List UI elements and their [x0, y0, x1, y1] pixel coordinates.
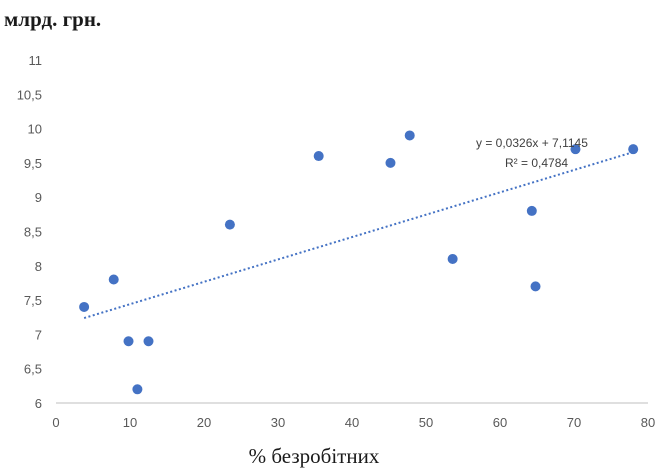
x-axis-title: % безробітних	[249, 444, 380, 468]
y-axis-title: млрд. грн.	[4, 7, 101, 31]
data-point	[530, 281, 541, 292]
y-tick-label: 7	[35, 327, 42, 342]
x-tick-label: 10	[123, 415, 137, 430]
y-tick-label: 9	[35, 190, 42, 205]
data-points	[79, 130, 639, 395]
data-point	[108, 274, 119, 285]
data-point	[385, 157, 396, 168]
y-tick-label: 6,5	[24, 362, 42, 377]
y-tick-label: 8,5	[24, 225, 42, 240]
y-tick-label: 7,5	[24, 293, 42, 308]
x-tick-label: 20	[197, 415, 211, 430]
x-tick-label: 40	[345, 415, 359, 430]
data-point	[628, 144, 639, 155]
x-axis-ticks: 0 10 20 30 40 50 60 70 80	[52, 415, 655, 430]
x-tick-label: 50	[419, 415, 433, 430]
y-tick-label: 9,5	[24, 156, 42, 171]
x-tick-label: 0	[52, 415, 59, 430]
x-tick-label: 60	[493, 415, 507, 430]
y-tick-label: 11	[29, 53, 43, 68]
data-point	[123, 336, 134, 347]
data-point	[132, 384, 143, 395]
x-tick-label: 80	[641, 415, 655, 430]
data-point	[570, 144, 581, 155]
data-point	[313, 151, 324, 162]
trendline-equation: y = 0,0326x + 7,1145	[476, 136, 588, 150]
trendline-r-squared: R² = 0,4784	[505, 156, 568, 170]
trendline	[83, 151, 634, 320]
y-tick-label: 10	[28, 122, 42, 137]
data-point	[404, 130, 415, 141]
x-tick-label: 30	[271, 415, 285, 430]
data-point	[526, 205, 537, 216]
y-tick-label: 6	[35, 396, 42, 411]
y-axis-ticks: 6 6,5 7 7,5 8 8,5 9 9,5 10 10,5 11	[17, 53, 42, 411]
y-tick-label: 8	[35, 259, 42, 274]
x-tick-label: 70	[567, 415, 581, 430]
data-point	[79, 301, 90, 312]
data-point	[224, 219, 235, 230]
data-point	[143, 336, 154, 347]
data-point	[447, 253, 458, 264]
y-tick-label: 10,5	[17, 87, 42, 102]
